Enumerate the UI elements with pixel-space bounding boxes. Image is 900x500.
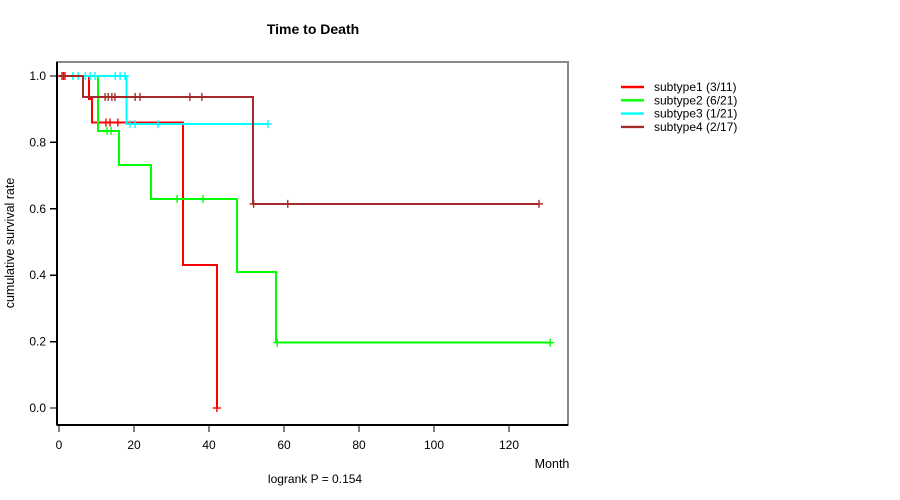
censor-mark-subtype4 (136, 92, 144, 101)
legend-label-subtype4: subtype4 (2/17) (654, 120, 737, 134)
legend-label-subtype1: subtype1 (3/11) (654, 80, 737, 94)
legend-label-subtype2: subtype2 (6/21) (654, 93, 737, 107)
km-step-line-subtype2 (59, 75, 551, 344)
km-step-line-subtype4 (59, 75, 539, 205)
censor-mark-subtype3 (121, 72, 129, 80)
x-tick-label: 80 (352, 438, 366, 452)
legend-item-subtype4: subtype4 (2/17) (621, 120, 737, 134)
censor-mark-subtype4 (535, 199, 543, 208)
y-tick-label: 1.0 (29, 69, 46, 83)
x-tick-label: 40 (202, 438, 216, 452)
censor-mark-subtype3 (154, 120, 162, 129)
logrank-annotation: logrank P = 0.154 (268, 472, 363, 486)
censor-mark-subtype4 (110, 92, 119, 101)
censor-mark-subtype3 (91, 72, 99, 80)
km-curve-subtype4 (59, 72, 543, 208)
censor-mark-subtype4 (197, 92, 206, 101)
censor-mark-subtype3 (263, 120, 272, 129)
km-curves (58, 72, 555, 412)
x-axis-label: Month (535, 457, 570, 471)
km-curve-subtype1 (58, 72, 221, 412)
censor-mark-subtype3 (131, 120, 140, 129)
legend: subtype1 (3/11)subtype2 (6/21)subtype3 (… (621, 80, 737, 134)
x-tick-label: 120 (499, 438, 519, 452)
km-curve-subtype3 (59, 72, 272, 129)
legend-item-subtype2: subtype2 (6/21) (621, 93, 737, 107)
y-tick-label: 0.8 (29, 135, 46, 149)
censor-mark-subtype4 (185, 92, 194, 101)
y-tick-label: 0.2 (29, 335, 46, 349)
censor-mark-subtype4 (249, 199, 258, 208)
plot-box (56, 61, 569, 426)
censor-mark-subtype2 (199, 194, 207, 203)
x-tick-label: 20 (127, 438, 141, 452)
censor-mark-subtype1 (106, 118, 114, 127)
legend-item-subtype3: subtype3 (1/21) (621, 107, 737, 121)
censor-mark-subtype2 (173, 194, 182, 203)
censor-mark-subtype2 (107, 126, 116, 135)
y-tick-label: 0.4 (29, 268, 46, 282)
y-axis-label: cumulative survival rate (3, 178, 17, 309)
km-curve-subtype2 (59, 75, 555, 347)
y-tick-label: 0.6 (29, 202, 46, 216)
legend-label-subtype3: subtype3 (1/21) (654, 107, 737, 121)
x-tick-label: 0 (56, 438, 63, 452)
plot-border (56, 61, 569, 426)
x-tick-label: 100 (424, 438, 444, 452)
censor-mark-subtype2 (546, 338, 555, 347)
x-tick-label: 60 (277, 438, 291, 452)
y-tick-label: 0.0 (29, 401, 46, 415)
axes: 0 20 40 60 80 100 120 0.0 0.2 0.4 0.6 0.8 1.0 (29, 62, 568, 452)
censor-mark-subtype4 (283, 199, 292, 208)
censor-mark-subtype1 (212, 404, 221, 412)
censor-mark-subtype2 (273, 338, 282, 347)
km-step-line-subtype1 (59, 75, 218, 408)
chart-title: Time to Death (267, 21, 359, 37)
censor-mark-subtype1 (113, 118, 122, 127)
censor-mark-subtype4 (59, 72, 68, 80)
legend-item-subtype1: subtype1 (3/11) (621, 80, 737, 94)
